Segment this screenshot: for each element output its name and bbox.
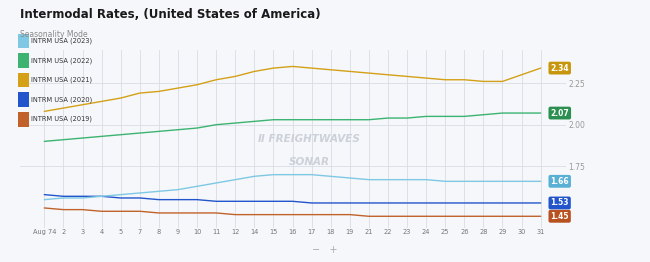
Text: 1.66: 1.66: [551, 177, 569, 186]
Text: Ⅱ FREIGHTWAVES: Ⅱ FREIGHTWAVES: [258, 134, 360, 144]
Text: SONAR: SONAR: [289, 157, 330, 167]
Text: Intermodal Rates, (United States of America): Intermodal Rates, (United States of Amer…: [20, 8, 320, 21]
Text: 2.34: 2.34: [551, 64, 569, 73]
Text: INTRM USA (2020): INTRM USA (2020): [31, 96, 92, 103]
Text: INTRM USA (2019): INTRM USA (2019): [31, 116, 92, 122]
Text: INTRM USA (2022): INTRM USA (2022): [31, 57, 92, 63]
Text: Seasonality Mode: Seasonality Mode: [20, 30, 87, 39]
Text: 1.45: 1.45: [551, 212, 569, 221]
Text: 2.07: 2.07: [551, 108, 569, 118]
Text: INTRM USA (2021): INTRM USA (2021): [31, 77, 92, 83]
Text: −   +: − +: [312, 245, 338, 255]
Text: 1.53: 1.53: [551, 198, 569, 208]
Text: INTRM USA (2023): INTRM USA (2023): [31, 37, 92, 44]
